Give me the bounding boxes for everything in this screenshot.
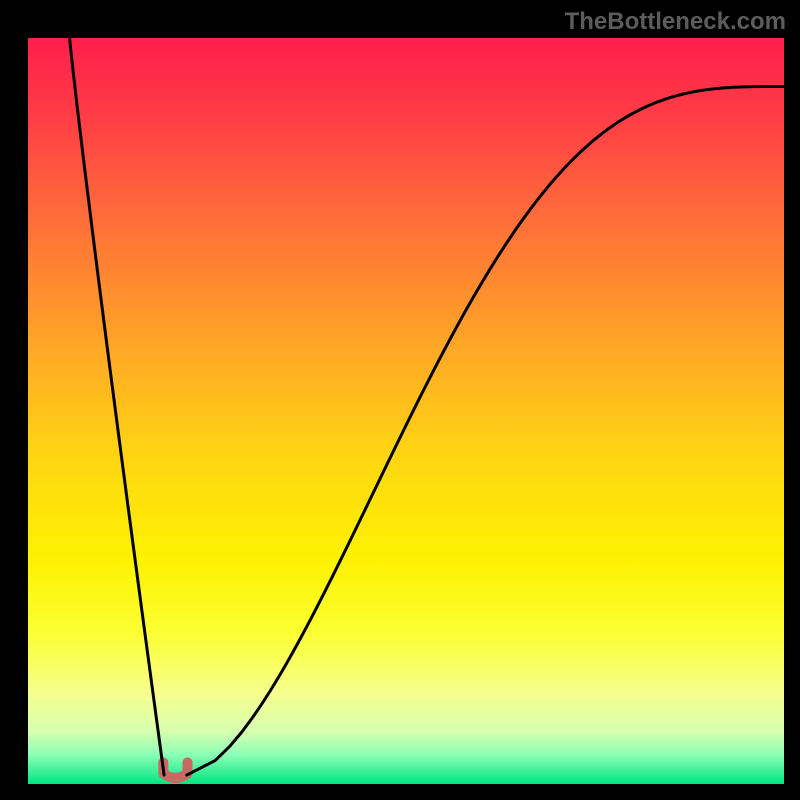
figure-root: TheBottleneck.com: [0, 0, 800, 800]
plot-area: [28, 38, 784, 784]
curve-layer: [28, 38, 784, 784]
plot-frame: [28, 38, 784, 784]
curve-right-branch: [187, 86, 784, 775]
curve-left-branch: [70, 38, 165, 775]
watermark-text: TheBottleneck.com: [565, 8, 786, 36]
bottom-nub: [163, 762, 187, 778]
